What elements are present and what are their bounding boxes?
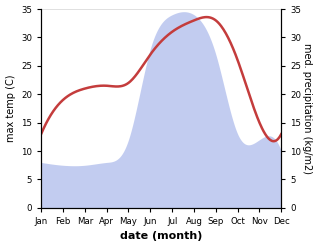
Y-axis label: med. precipitation (kg/m2): med. precipitation (kg/m2) [302, 43, 313, 174]
X-axis label: date (month): date (month) [120, 231, 203, 242]
Y-axis label: max temp (C): max temp (C) [5, 75, 16, 142]
